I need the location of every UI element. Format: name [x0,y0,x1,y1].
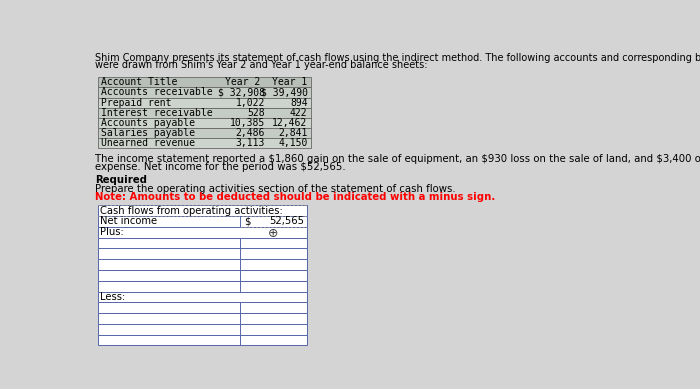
Bar [97,302,307,313]
Text: 52,565: 52,565 [270,216,304,226]
Text: were drawn from Shim's Year 2 and Year 1 year-end balance sheets:: were drawn from Shim's Year 2 and Year 1… [95,60,428,70]
Bar [97,281,307,291]
Bar [97,270,307,281]
Text: Year 1: Year 1 [272,77,307,88]
Text: Salaries payable: Salaries payable [101,128,195,138]
Text: Required: Required [95,175,147,184]
Text: 12,462: 12,462 [272,117,307,128]
Text: $: $ [244,216,250,226]
Bar [97,205,307,216]
Bar [97,77,311,88]
Bar [97,259,307,270]
Bar [97,107,311,117]
Bar [97,238,307,249]
Text: ⊕: ⊕ [268,226,279,240]
Text: Year 2: Year 2 [225,77,260,88]
Bar [97,88,311,98]
Text: Note: Amounts to be deducted should be indicated with a minus sign.: Note: Amounts to be deducted should be i… [95,192,496,202]
Text: Prepare the operating activities section of the statement of cash flows.: Prepare the operating activities section… [95,184,456,194]
Text: Accounts payable: Accounts payable [101,117,195,128]
Text: Account Title: Account Title [101,77,177,88]
Bar [97,249,307,259]
Bar [97,313,307,324]
Text: Accounts receivable: Accounts receivable [101,88,212,98]
Text: Prepaid rent: Prepaid rent [101,98,172,107]
Text: 3,113: 3,113 [236,138,265,147]
Text: 2,486: 2,486 [236,128,265,138]
Bar [97,291,307,302]
Text: Unearned revenue: Unearned revenue [101,138,195,147]
Bar [97,216,307,227]
Text: Shim Company presents its statement of cash flows using the indirect method. The: Shim Company presents its statement of c… [95,53,700,63]
Text: 10,385: 10,385 [230,117,265,128]
Text: Cash flows from operating activities:: Cash flows from operating activities: [100,206,283,216]
Text: 422: 422 [290,107,307,117]
Text: $ 39,490: $ 39,490 [260,88,307,98]
Text: 894: 894 [290,98,307,107]
Bar [97,98,311,107]
Bar [97,117,311,128]
Bar [97,128,311,138]
Text: Less:: Less: [100,292,125,302]
Text: $ 32,908: $ 32,908 [218,88,265,98]
Text: 1,022: 1,022 [236,98,265,107]
Bar [97,324,307,335]
Text: 2,841: 2,841 [278,128,307,138]
Text: Interest receivable: Interest receivable [101,107,212,117]
Text: 528: 528 [247,107,265,117]
Text: The income statement reported a $1,860 gain on the sale of equipment, an $930 lo: The income statement reported a $1,860 g… [95,154,700,164]
Text: Net income: Net income [100,216,157,226]
Bar [97,335,307,345]
Bar [97,138,311,147]
Text: 4,150: 4,150 [278,138,307,147]
Text: expense. Net income for the period was $52,565.: expense. Net income for the period was $… [95,162,346,172]
Text: Plus:: Plus: [100,227,124,237]
Bar [97,227,307,238]
